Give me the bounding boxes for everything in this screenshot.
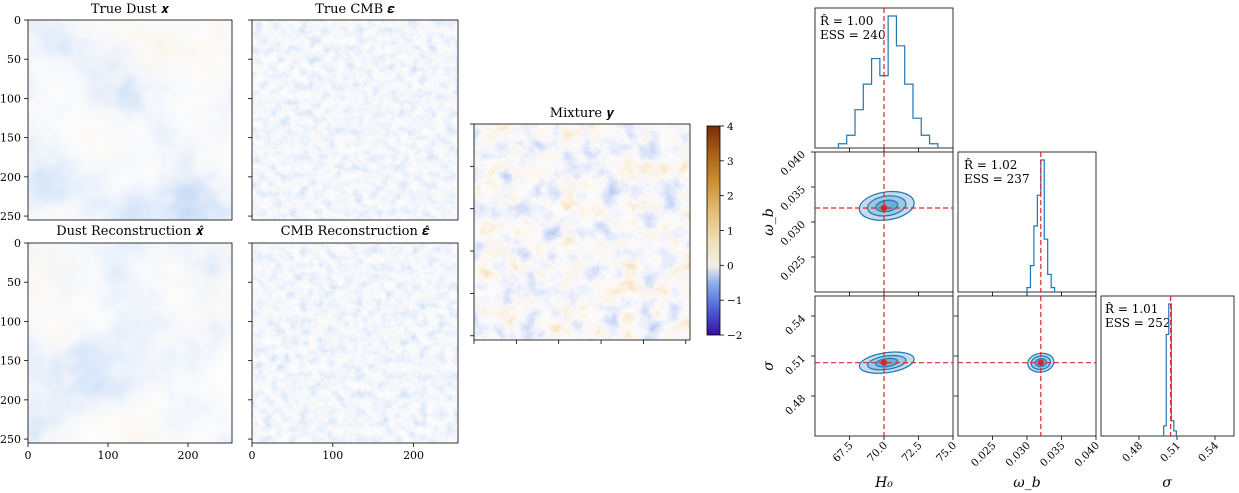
- stat-ess-sigma: ESS = 252: [1105, 316, 1171, 330]
- x-tick-label: 0.035: [1038, 440, 1068, 470]
- colorbar-gradient: [706, 125, 721, 336]
- y-tick-label: 0: [14, 14, 21, 27]
- colorbar-ticks: 4 3 2 1 0 −1 −2: [720, 121, 742, 342]
- colorbar-tick-label: 1: [727, 226, 734, 238]
- y-tick-label: 150: [0, 132, 21, 145]
- y-tick-label: 0.025: [778, 254, 808, 284]
- panel-title: True Dust 𝒙: [91, 2, 170, 17]
- colorbar: 4 3 2 1 0 −1 −2: [706, 121, 742, 342]
- y-tick-label: 200: [0, 171, 21, 184]
- heatmap-image: [252, 20, 458, 220]
- y-tick-label: 100: [0, 315, 21, 328]
- xlabel-sigma: σ: [1162, 475, 1172, 491]
- stat-ess-h0: ESS = 240: [820, 28, 886, 42]
- x-tick-label: 100: [322, 449, 343, 462]
- y-ticks: 0 50 100 150 200 250: [0, 237, 252, 446]
- mixture-ticks: [470, 123, 687, 344]
- y-tick-label: 200: [0, 394, 21, 407]
- stat-rhat-sigma: R̂ = 1.01: [1105, 301, 1158, 316]
- axes-frame: [27, 242, 233, 444]
- y-tick-label: 50: [7, 53, 21, 66]
- y-tick-label: 0.51: [783, 353, 808, 378]
- x-ticks: 0 100 200: [249, 443, 424, 462]
- colorbar-tick-label: 0: [727, 260, 734, 272]
- x-tick-label: 0: [249, 449, 256, 462]
- panel-mixture: Mixture 𝒚: [470, 106, 691, 344]
- x-ticks: 0 100 200: [25, 443, 199, 462]
- panel-dust-reconstruction: Dust Reconstruction 𝒙̂ 0 50 100 150 200 250 0…: [0, 224, 252, 462]
- colorbar-tick-label: −1: [727, 295, 742, 307]
- y-tick-label: 0.035: [778, 184, 808, 214]
- panel-title: CMB Reconstruction 𝜺̂: [281, 224, 430, 239]
- truth-point: [880, 204, 888, 212]
- x-tick-label: 0.025: [969, 440, 999, 470]
- x-tick-label: 200: [178, 449, 199, 462]
- x-tick-label: 0.040: [1072, 440, 1102, 470]
- stat-rhat-h0: R̂ = 1.00: [820, 13, 873, 28]
- truth-point: [880, 359, 888, 366]
- axes-frame: [251, 242, 459, 444]
- x-tick-label: 75.0: [934, 440, 959, 465]
- heatmap-image: [252, 243, 458, 443]
- panel-cmb-reconstruction: CMB Reconstruction 𝜺̂ 0 100 200: [249, 224, 459, 462]
- x-tick-label: 0: [25, 449, 32, 462]
- panel-true-cmb: True CMB 𝜺: [251, 2, 459, 221]
- colorbar-tick-label: −2: [727, 330, 742, 342]
- y-tick-label: 0.040: [778, 149, 808, 179]
- stat-rhat-omegab: R̂ = 1.02: [964, 157, 1017, 172]
- histogram-sg: [1163, 303, 1177, 436]
- heatmap-image: [28, 20, 232, 220]
- x-tick-label: 70.0: [865, 440, 890, 465]
- panel-title: Dust Reconstruction 𝒙̂: [56, 224, 204, 239]
- stat-ess-omegab: ESS = 237: [964, 172, 1030, 186]
- x-tick-label: 0.51: [1158, 440, 1183, 465]
- x-tick-label: 0.030: [1003, 440, 1033, 470]
- y-tick-label: 50: [7, 276, 21, 289]
- y-tick-label: 250: [0, 433, 21, 446]
- y-tick-label: 250: [0, 210, 21, 223]
- truth-point: [1037, 359, 1045, 366]
- x-tick-label: 200: [403, 449, 424, 462]
- y-tick-label: 0: [14, 237, 21, 250]
- xlabel-omegab: ω_b: [1013, 475, 1040, 491]
- histogram-H0: [837, 15, 939, 148]
- y-tick-label: 100: [0, 92, 21, 105]
- contour-omegab-sigma-frame: [957, 295, 1097, 437]
- ylabel-sigma: σ: [761, 361, 777, 371]
- hist-sigma-frame: [1100, 295, 1235, 437]
- y-tick-label: 0.48: [783, 393, 808, 418]
- colorbar-tick-label: 4: [727, 121, 734, 133]
- xlabel-h0: H₀: [874, 475, 893, 491]
- heatmap-image: [474, 124, 690, 340]
- y-ticks: 0 50 100 150 200 250: [0, 14, 252, 223]
- colorbar-tick-label: 3: [727, 156, 734, 168]
- x-tick-label: 0.48: [1120, 440, 1145, 465]
- x-tick-label: 67.5: [831, 440, 856, 465]
- x-tick-label: 100: [98, 449, 119, 462]
- panel-true-dust: True Dust 𝒙 0 50 100 150 200 250: [0, 2, 252, 223]
- y-tick-label: 0.030: [778, 219, 808, 249]
- axes-frame: [473, 123, 691, 341]
- x-tick-label: 0.54: [1196, 439, 1221, 464]
- x-tick-label: 72.5: [900, 440, 925, 465]
- y-tick-label: 150: [0, 355, 21, 368]
- axes-frame: [251, 19, 459, 221]
- heatmap-image: [28, 243, 232, 443]
- colorbar-tick-label: 2: [727, 191, 734, 203]
- ylabel-omegab: ω_b: [761, 208, 777, 235]
- panel-title: True CMB 𝜺: [315, 2, 395, 17]
- panel-title: Mixture 𝒚: [550, 106, 614, 121]
- corner-plot: R̂ = 1.00 ESS = 240 R̂ = 1.02 ESS = 237 …: [761, 7, 1235, 491]
- axes-frame: [27, 19, 233, 221]
- y-tick-label: 0.54: [783, 312, 808, 337]
